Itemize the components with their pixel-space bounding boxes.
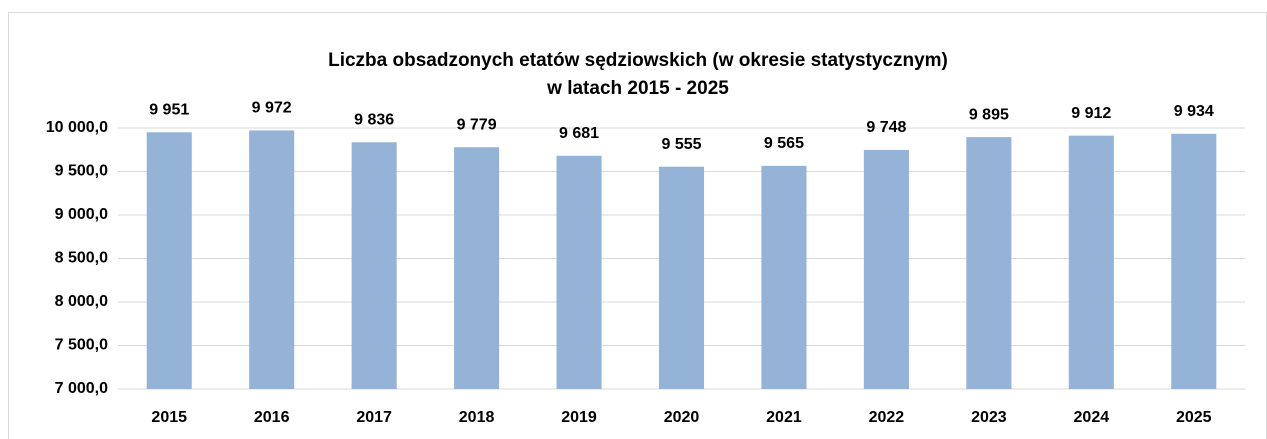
x-tick-label: 2018	[459, 409, 495, 426]
x-tick-label: 2023	[971, 409, 1007, 426]
value-label: 9 951	[149, 101, 189, 118]
value-label: 9 748	[866, 119, 906, 136]
value-label: 9 895	[969, 106, 1009, 123]
x-tick-label: 2017	[356, 409, 392, 426]
bar	[966, 137, 1012, 389]
x-tick-label: 2020	[664, 409, 700, 426]
bar	[146, 132, 192, 389]
chart-title: w latach 2015 - 2025	[546, 78, 729, 99]
value-label: 9 565	[764, 135, 804, 152]
bar	[863, 149, 909, 389]
bar	[556, 155, 602, 389]
x-tick-label: 2019	[561, 409, 597, 426]
bar	[249, 130, 295, 389]
y-tick-label: 9 500,0	[55, 163, 108, 180]
chart-title: Liczba obsadzonych etatów sędziowskich (…	[328, 50, 948, 71]
y-tick-label: 7 500,0	[55, 337, 108, 354]
value-label: 9 972	[252, 100, 292, 117]
y-tick-label: 9 000,0	[55, 206, 108, 223]
y-tick-label: 8 500,0	[55, 250, 108, 267]
bar	[351, 142, 397, 389]
bar	[761, 165, 807, 389]
x-tick-label: 2022	[869, 409, 905, 426]
bar	[454, 147, 500, 389]
x-tick-label: 2016	[254, 409, 290, 426]
y-tick-label: 7 000,0	[55, 380, 108, 397]
value-label: 9 912	[1071, 105, 1111, 122]
y-tick-label: 8 000,0	[55, 293, 108, 310]
x-tick-label: 2021	[766, 409, 802, 426]
value-label: 9 681	[559, 125, 599, 142]
x-tick-label: 2015	[151, 409, 187, 426]
chart-frame	[8, 12, 1267, 439]
value-label: 9 934	[1174, 103, 1214, 120]
y-tick-label: 10 000,0	[46, 119, 108, 136]
bar	[1068, 135, 1114, 389]
value-label: 9 555	[661, 136, 701, 153]
bar	[658, 166, 705, 389]
value-label: 9 836	[354, 111, 394, 128]
bar	[1171, 133, 1217, 389]
x-tick-label: 2025	[1176, 409, 1212, 426]
x-tick-label: 2024	[1074, 409, 1110, 426]
value-label: 9 779	[457, 116, 497, 133]
